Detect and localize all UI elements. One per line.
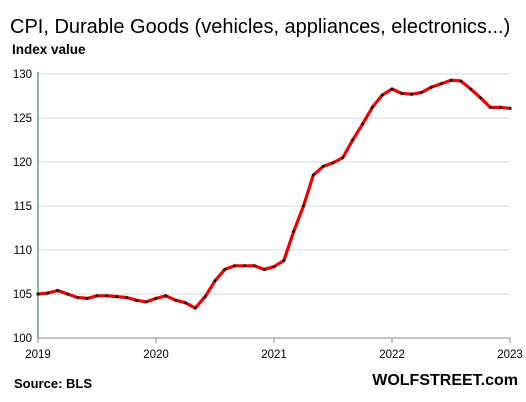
- data-point-2020-05: [193, 306, 197, 310]
- data-point-2020-08: [223, 267, 227, 271]
- data-point-2022-04: [420, 91, 423, 94]
- gridlines: [38, 73, 510, 295]
- data-point-2020-06: [203, 295, 207, 299]
- data-point-2022-08: [459, 79, 463, 83]
- data-point-2020-10: [243, 264, 246, 268]
- data-point-2019-10: [125, 296, 128, 299]
- data-point-2022-09: [469, 87, 473, 91]
- data-point-2020-07: [213, 279, 217, 283]
- data-point-2021-08: [341, 156, 345, 160]
- y-tick-label-105: 105: [13, 289, 32, 301]
- data-point-2022-06: [439, 82, 443, 86]
- brand-logo-text: WOLFSTREET.com: [372, 372, 518, 389]
- data-point-2023-01: [508, 106, 512, 110]
- chart-title: CPI, Durable Goods (vehicles, appliances…: [10, 16, 511, 38]
- data-point-2019-05: [75, 296, 79, 299]
- data-point-2020-01: [154, 296, 158, 300]
- data-point-2019-08: [105, 294, 109, 298]
- data-point-2019-04: [66, 292, 69, 296]
- data-point-2021-09: [351, 138, 355, 142]
- data-point-2020-04: [184, 301, 187, 305]
- data-point-2021-01: [272, 265, 276, 269]
- y-tick-label-120: 120: [13, 157, 32, 169]
- data-point-2021-07: [331, 161, 335, 165]
- data-point-2019-07: [95, 294, 99, 298]
- data-point-2021-05: [311, 173, 315, 177]
- data-point-2022-12: [498, 105, 502, 109]
- data-point-2021-04: [302, 204, 305, 208]
- x-tick-label-2023: 2023: [497, 349, 523, 361]
- data-point-2019-06: [85, 296, 89, 300]
- y-axis-ticks: 100 105 110 115 120 125 130: [13, 69, 32, 345]
- data-point-2021-06: [321, 164, 325, 168]
- data-point-2019-03: [56, 289, 60, 292]
- data-point-2021-11: [370, 105, 374, 109]
- x-tick-label-2020: 2020: [143, 349, 169, 361]
- data-point-2019-11: [134, 298, 138, 302]
- x-tick-label-2022: 2022: [379, 349, 405, 361]
- data-point-2022-02: [400, 91, 404, 95]
- data-point-2022-11: [488, 105, 492, 109]
- data-point-2021-02: [282, 259, 286, 263]
- data-point-2020-03: [174, 298, 178, 302]
- data-point-2020-11: [252, 264, 256, 268]
- data-point-2022-03: [410, 92, 414, 96]
- data-point-2019-01: [36, 292, 40, 296]
- data-point-2020-12: [262, 267, 266, 271]
- x-axis-ticks: 2019 2020 2021 2022 2023: [25, 338, 523, 361]
- data-point-2022-07: [449, 78, 453, 82]
- data-point-2020-02: [164, 294, 168, 298]
- data-point-2019-02: [46, 291, 50, 295]
- data-point-2022-01: [390, 87, 394, 91]
- series-line-0: [36, 78, 512, 310]
- data-point-2021-03: [292, 230, 296, 233]
- y-tick-label-100: 100: [13, 333, 32, 345]
- y-tick-label-130: 130: [13, 69, 32, 81]
- source-note: Source: BLS: [14, 376, 93, 391]
- axes: [37, 72, 510, 339]
- x-tick-label-2019: 2019: [25, 349, 51, 361]
- data-point-2019-09: [115, 295, 119, 299]
- y-tick-label-110: 110: [14, 245, 32, 257]
- data-point-2020-09: [233, 264, 237, 268]
- data-point-2021-12: [380, 93, 384, 97]
- data-point-2021-10: [361, 122, 364, 126]
- data-point-2019-12: [144, 300, 148, 304]
- x-tick-label-2021: 2021: [261, 349, 287, 361]
- y-axis-unit-label: Index value: [12, 42, 86, 57]
- series-cpi-durable-goods: [36, 78, 512, 310]
- y-tick-label-125: 125: [13, 113, 32, 125]
- y-tick-label-115: 115: [14, 201, 32, 213]
- data-point-2022-05: [429, 85, 433, 89]
- data-point-2022-10: [479, 96, 482, 100]
